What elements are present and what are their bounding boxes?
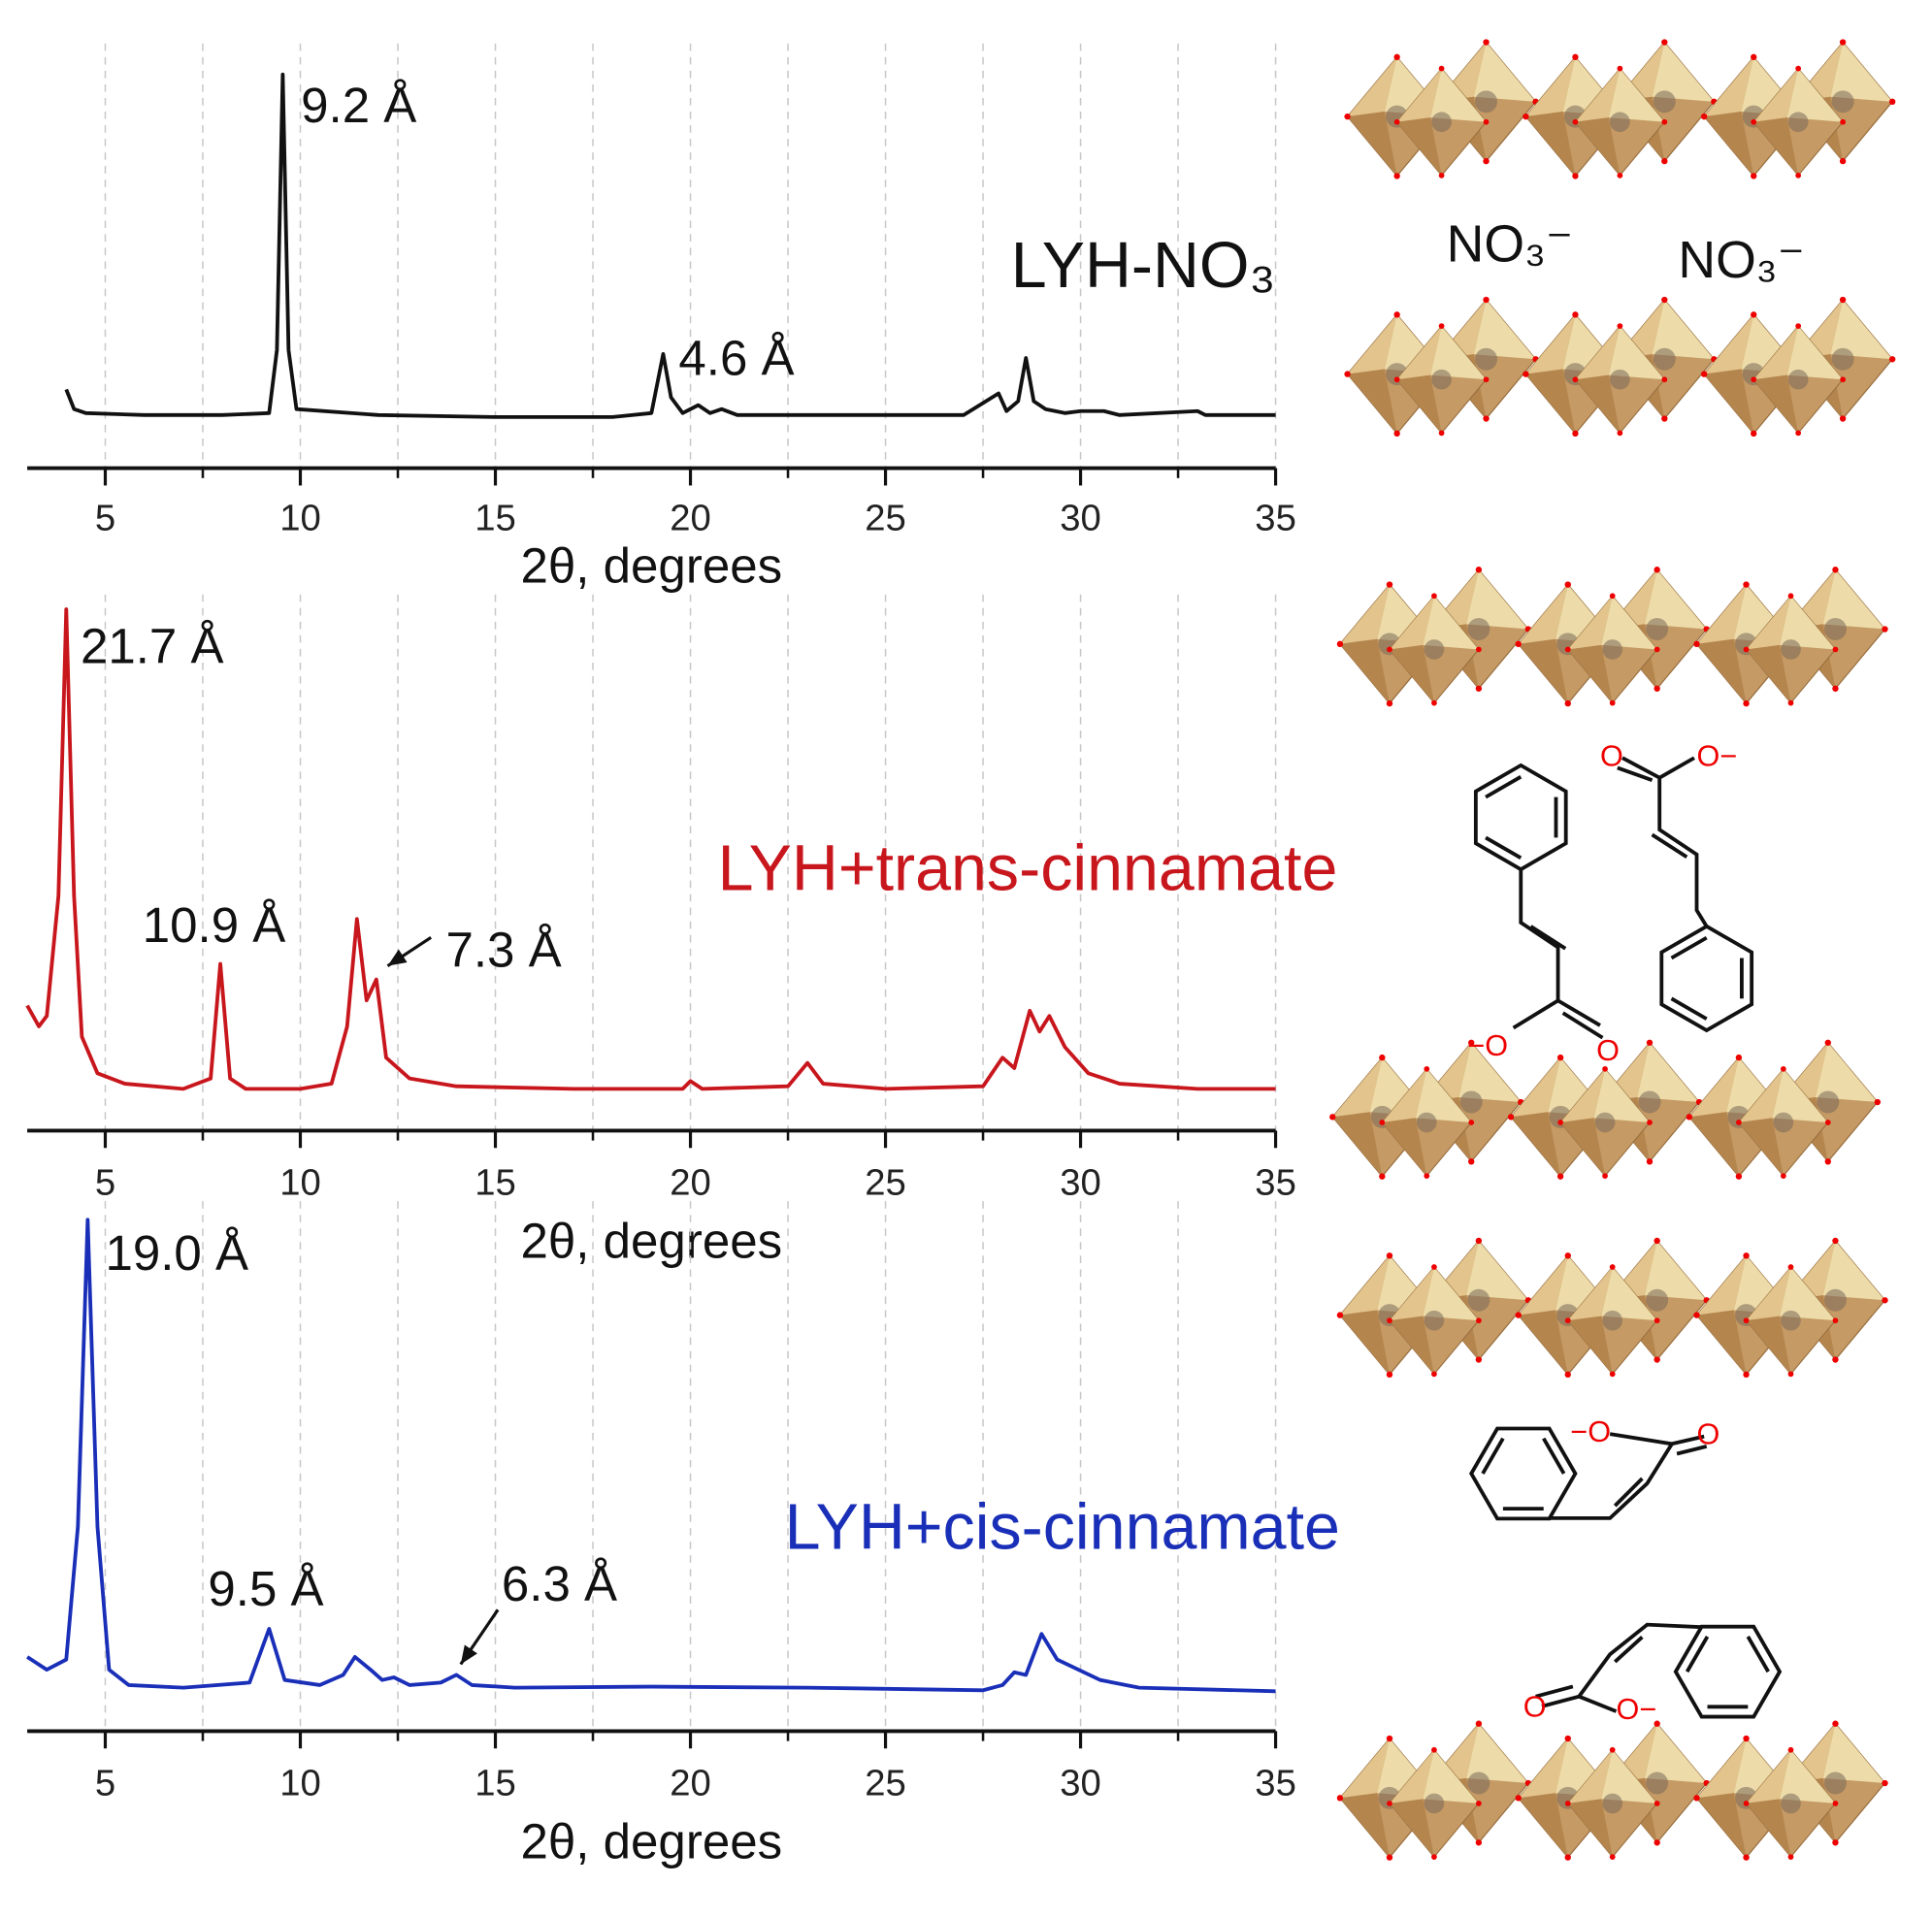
anion-label: NO₃⁻ bbox=[1447, 215, 1574, 274]
x-tick-label: 20 bbox=[670, 1763, 711, 1804]
oxygen-label: O bbox=[1523, 1691, 1547, 1724]
x-tick-label: 15 bbox=[475, 1162, 516, 1204]
bond bbox=[1541, 1622, 1702, 1708]
x-tick-label: 10 bbox=[279, 497, 321, 538]
double-bond bbox=[1617, 765, 1654, 783]
x-tick-label: 15 bbox=[475, 1763, 516, 1804]
x-axis-label: 2θ, degrees bbox=[521, 1813, 783, 1868]
double-bond bbox=[1542, 1437, 1566, 1475]
x-tick-label: 20 bbox=[670, 1162, 711, 1204]
structure-illustration: NO₃⁻ NO₃⁻ −O O O O− −O O O O− bbox=[1329, 39, 1895, 1860]
double-bond bbox=[1651, 832, 1688, 859]
oxygen-label: O bbox=[1697, 1418, 1720, 1451]
annotation: 6.3 Å bbox=[502, 1556, 617, 1611]
oxygen-label: −O bbox=[1570, 1415, 1611, 1448]
plots: 5 10 15 20 25 30 35 2θ, degrees LYH-NO₃ 9.2 Å 4.6 … bbox=[25, 43, 1340, 1868]
x-tick-label: 25 bbox=[865, 1763, 906, 1804]
annotation: 7.3 Å bbox=[445, 922, 561, 977]
double-bond bbox=[1485, 775, 1523, 799]
xrd-chart: 5 10 15 20 25 30 35 2θ, degrees LYH+trans-cinnam… bbox=[25, 594, 1338, 1268]
hydroxide-layer bbox=[1344, 297, 1895, 437]
xrd-pattern bbox=[25, 607, 1276, 1091]
x-tick-label: 5 bbox=[95, 1763, 115, 1804]
x-tick-label: 35 bbox=[1255, 497, 1296, 538]
molecules bbox=[1469, 756, 1783, 1719]
arrow-head bbox=[387, 949, 408, 966]
xrd-pattern bbox=[26, 1218, 1276, 1694]
bond bbox=[1578, 1694, 1618, 1713]
x-tick-label: 35 bbox=[1255, 1162, 1296, 1204]
x-tick-label: 15 bbox=[475, 497, 516, 538]
x-tick-label: 25 bbox=[865, 497, 906, 538]
bond bbox=[1549, 1432, 1676, 1520]
hydroxide-layer bbox=[1337, 1721, 1888, 1861]
chart-title: LYH+trans-cinnamate bbox=[718, 832, 1338, 904]
hydroxide-layer bbox=[1337, 567, 1888, 706]
xrd-chart: 5 10 15 20 25 30 35 2θ, degrees LYH-NO₃ 9.2 Å 4.6 … bbox=[27, 43, 1296, 594]
bond bbox=[1671, 1434, 1705, 1446]
xrd-chart: 5 10 15 20 25 30 35 2θ, degrees LYH+cis-cinnamat… bbox=[26, 1201, 1340, 1868]
benzene-ring bbox=[1473, 763, 1568, 872]
x-tick-label: 30 bbox=[1060, 497, 1101, 538]
annotation: 9.5 Å bbox=[208, 1561, 323, 1616]
bond bbox=[1512, 869, 1560, 1030]
bond bbox=[1556, 998, 1601, 1027]
annotation: 21.7 Å bbox=[81, 619, 224, 674]
x-tick-label: 35 bbox=[1255, 1763, 1296, 1804]
double-bond bbox=[1746, 1635, 1770, 1673]
hydroxide-layer bbox=[1337, 1238, 1888, 1378]
double-bond bbox=[1485, 835, 1523, 860]
xrd-pattern bbox=[64, 72, 1276, 419]
oxygen-label: O bbox=[1600, 739, 1623, 772]
oxygen-label: O− bbox=[1617, 1693, 1657, 1726]
annotation: 4.6 Å bbox=[678, 330, 794, 385]
chart-title: LYH-NO₃ bbox=[1011, 230, 1276, 302]
x-tick-label: 5 bbox=[95, 497, 115, 538]
double-bond bbox=[1670, 935, 1708, 960]
x-tick-label: 5 bbox=[95, 1162, 115, 1204]
benzene-ring bbox=[1673, 1624, 1783, 1719]
x-tick-label: 30 bbox=[1060, 1763, 1101, 1804]
annotation: 19.0 Å bbox=[105, 1225, 248, 1281]
double-bond bbox=[1676, 1444, 1708, 1456]
x-tick-label: 10 bbox=[279, 1162, 321, 1204]
oxygen-label: O bbox=[1596, 1034, 1620, 1067]
annotation: 9.2 Å bbox=[301, 78, 416, 133]
bond bbox=[1621, 756, 1709, 927]
oxygen-label: O− bbox=[1697, 739, 1738, 772]
hydroxide-layer bbox=[1344, 39, 1895, 179]
anion-label: NO₃⁻ bbox=[1678, 231, 1805, 289]
double-bond bbox=[1561, 1011, 1604, 1040]
x-tick-label: 30 bbox=[1060, 1162, 1101, 1204]
x-tick-label: 20 bbox=[670, 497, 711, 538]
double-bond bbox=[1481, 1437, 1505, 1475]
benzene-ring bbox=[1659, 924, 1754, 1033]
double-bond bbox=[1535, 1684, 1574, 1699]
double-bond bbox=[1529, 925, 1567, 951]
oxygen-label: −O bbox=[1467, 1029, 1508, 1062]
bond bbox=[1658, 756, 1695, 780]
double-bond bbox=[1670, 996, 1708, 1021]
x-axis-label: 2θ, degrees bbox=[521, 1213, 783, 1268]
x-tick-label: 25 bbox=[865, 1162, 906, 1204]
double-bond bbox=[1685, 1635, 1710, 1673]
benzene-ring bbox=[1469, 1426, 1578, 1521]
chart-title: LYH+cis-cinnamate bbox=[785, 1491, 1340, 1563]
x-axis-label: 2θ, degrees bbox=[521, 538, 783, 594]
x-tick-label: 10 bbox=[279, 1763, 321, 1804]
arrow-head bbox=[460, 1644, 477, 1665]
double-bond bbox=[1613, 1477, 1644, 1508]
double-bond bbox=[1613, 1635, 1644, 1664]
annotation: 10.9 Å bbox=[143, 897, 286, 953]
